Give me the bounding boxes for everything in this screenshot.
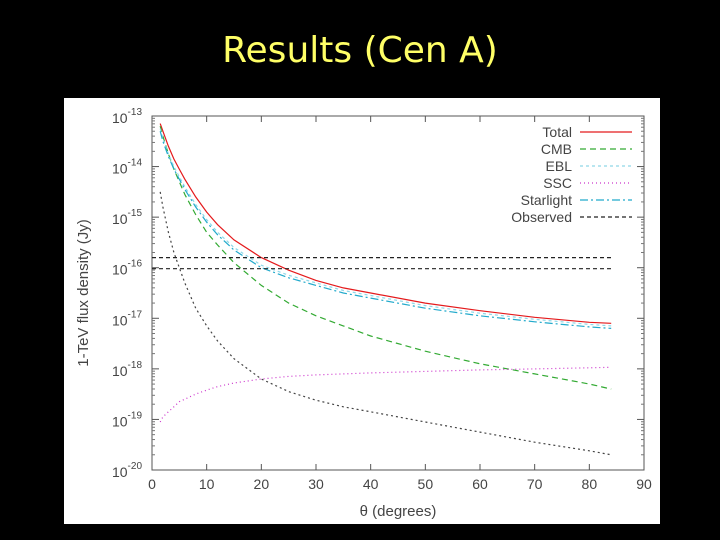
legend-label-ssc: SSC <box>543 175 572 191</box>
x-tick-label: 0 <box>148 476 156 492</box>
y-tick-exponent: -13 <box>128 107 143 118</box>
plot-frame <box>151 115 645 471</box>
slide-title: Results (Cen A) <box>222 30 498 71</box>
y-tick-exponent: -19 <box>128 410 143 421</box>
series-line-ebl <box>159 128 612 327</box>
y-tick-base: 10 <box>112 464 128 480</box>
series-layer <box>152 123 612 456</box>
y-tick-label: 10-16 <box>112 259 142 278</box>
legend-label-total: Total <box>542 124 572 140</box>
y-tick-label: 10-20 <box>112 461 142 480</box>
x-tick-label: 20 <box>254 476 270 492</box>
x-tick-label: 30 <box>308 476 324 492</box>
y-tick-exponent: -17 <box>128 309 143 320</box>
y-tick-base: 10 <box>112 312 128 328</box>
x-tick-label: 90 <box>636 476 652 492</box>
y-tick-base: 10 <box>112 161 128 177</box>
legend-label-observed: Observed <box>511 209 572 225</box>
y-tick-label: 10-19 <box>112 410 142 429</box>
series-line-starlight <box>159 131 612 329</box>
y-tick-base: 10 <box>112 363 128 379</box>
x-axis-label: θ (degrees) <box>360 503 437 520</box>
y-tick-base: 10 <box>112 262 128 278</box>
series-line-decay <box>159 191 612 456</box>
x-tick-label: 10 <box>199 476 215 492</box>
x-tick-label: 40 <box>363 476 379 492</box>
y-axis-label: 1-TeV flux density (Jy) <box>75 219 92 367</box>
y-tick-exponent: -15 <box>128 208 143 219</box>
y-tick-label: 10-17 <box>112 309 142 328</box>
y-tick-exponent: -18 <box>128 360 143 371</box>
x-tick-label: 60 <box>472 476 488 492</box>
y-tick-base: 10 <box>112 110 128 126</box>
y-tick-label: 10-18 <box>112 360 142 379</box>
y-tick-base: 10 <box>112 413 128 429</box>
axes: 0 10 20 30 40 50 60 70 80 9010-1310-1410-1510-161… <box>112 107 652 492</box>
chart-panel: 0 10 20 30 40 50 60 70 80 90 10-13 10-14 10-15 10-16 1… <box>64 98 660 524</box>
y-tick-exponent: -16 <box>128 259 143 270</box>
flux-chart: 0 10 20 30 40 50 60 70 80 9010-1310-1410-1510-161… <box>75 107 652 520</box>
series-line-total <box>159 123 612 324</box>
y-tick-exponent: -14 <box>128 158 143 169</box>
legend-label-ebl: EBL <box>546 158 573 174</box>
y-tick-base: 10 <box>112 211 128 227</box>
legend-label-cmb: CMB <box>541 141 572 157</box>
y-tick-exponent: -20 <box>128 461 143 472</box>
x-tick-label: 80 <box>582 476 598 492</box>
y-tick-label: 10-14 <box>112 158 142 177</box>
y-tick-label: 10-15 <box>112 208 142 227</box>
x-tick-label: 70 <box>527 476 543 492</box>
legend-label-starlight: Starlight <box>521 192 572 208</box>
x-tick-label: 50 <box>418 476 434 492</box>
series-line-cmb <box>159 125 612 390</box>
y-tick-label: 10-13 <box>112 107 142 126</box>
